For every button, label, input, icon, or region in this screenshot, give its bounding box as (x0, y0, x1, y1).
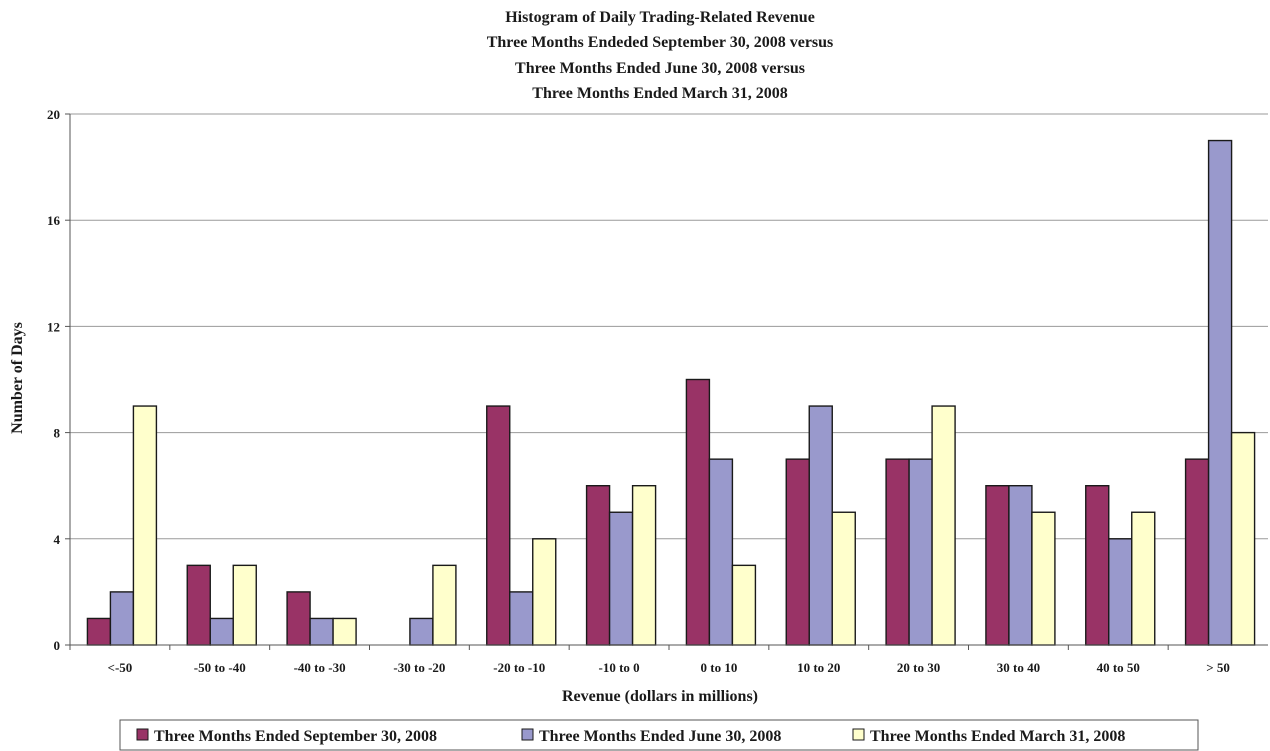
bar (309, 617, 334, 646)
bar (885, 458, 910, 646)
bar (785, 458, 810, 646)
bar (1184, 458, 1210, 646)
gridlines (70, 113, 1268, 540)
legend-swatch (521, 728, 534, 741)
legend-label: Three Months Ended June 30, 2008 (539, 728, 781, 745)
chart-title-line-3: Three Months Ended June 30, 2008 versus (515, 60, 805, 77)
bar (1031, 511, 1056, 646)
bar (486, 405, 511, 646)
legend-label: Three Months Ended September 30, 2008 (154, 728, 437, 745)
x-tick-label: > 50 (1206, 660, 1230, 675)
bar (931, 405, 956, 646)
x-tick-label: 0 to 10 (700, 660, 737, 675)
bars (86, 139, 1256, 646)
bar (532, 538, 557, 646)
legend-label: Three Months Ended March 31, 2008 (870, 728, 1125, 745)
bar (1085, 485, 1110, 646)
chart-title-line-4: Three Months Ended March 31, 2008 (532, 85, 787, 102)
x-tick-label: -10 to 0 (598, 660, 639, 675)
bar (286, 591, 311, 646)
bar (332, 617, 357, 646)
legend-swatch (136, 728, 149, 741)
bar (232, 564, 257, 646)
x-tick-labels: <-50 -50 to -40 -40 to -30 -30 to -20 -20 to… (69, 645, 1230, 675)
bar (1108, 538, 1133, 646)
legend-box (119, 719, 1199, 751)
bar (731, 564, 757, 646)
x-tick-label: 10 to 20 (797, 660, 840, 675)
bar (1230, 431, 1256, 646)
bar (631, 485, 657, 646)
x-tick-label: -40 to -30 (294, 660, 346, 675)
x-tick-label: 30 to 40 (997, 660, 1040, 675)
x-tick-label: -30 to -20 (393, 660, 445, 675)
bar (186, 564, 211, 646)
y-tick-label: 0 (54, 638, 61, 653)
bar (685, 378, 711, 646)
x-axis-label: Revenue (dollars in millions) (562, 688, 758, 705)
bar (132, 405, 158, 646)
y-axis-label: Number of Days (9, 322, 26, 434)
bar (509, 591, 534, 646)
bar (831, 511, 856, 646)
chart-title: Histogram of Daily Trading-Related Reven… (487, 9, 834, 102)
bar (708, 458, 734, 646)
x-tick-label: 40 to 50 (1097, 660, 1140, 675)
x-tick-label: <-50 (108, 660, 133, 675)
bar (432, 564, 457, 646)
bar (86, 617, 112, 646)
bar (608, 511, 634, 646)
y-tick-label: 4 (54, 532, 61, 547)
y-tick-label: 16 (47, 213, 61, 228)
x-tick-label: -20 to -10 (493, 660, 545, 675)
legend-swatch (852, 728, 865, 741)
y-tick-label: 20 (47, 107, 60, 122)
bar (209, 617, 234, 646)
bar (808, 405, 833, 646)
bar (109, 591, 135, 646)
x-tick-label: 20 to 30 (897, 660, 940, 675)
bar (985, 485, 1010, 646)
y-tick-label: 8 (54, 426, 61, 441)
x-tick-label: -50 to -40 (194, 660, 246, 675)
bar (1008, 485, 1033, 646)
bar (409, 617, 434, 646)
chart-title-line-2: Three Months Endeded September 30, 2008 … (487, 34, 834, 51)
bar (908, 458, 933, 646)
bar (1131, 511, 1156, 646)
y-tick-label: 12 (47, 319, 60, 334)
bar (585, 485, 611, 646)
bar (1207, 139, 1233, 646)
legend: Three Months Ended September 30, 2008 Thr… (119, 719, 1199, 751)
y-tick-labels: 0 4 8 12 16 20 (47, 107, 70, 653)
chart-title-line-1: Histogram of Daily Trading-Related Reven… (505, 9, 815, 26)
